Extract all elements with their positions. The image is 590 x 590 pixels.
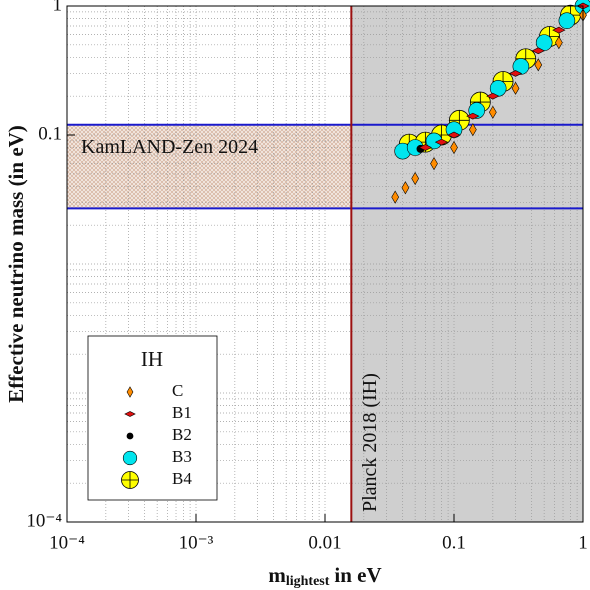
point [486,92,500,100]
legend-marker [121,471,139,489]
point [508,70,523,77]
point [418,144,433,151]
point [450,140,458,155]
point [534,58,543,72]
point [511,81,520,95]
x-axis-label: mlightest in eV [268,563,381,589]
point [447,131,461,139]
point [555,36,563,50]
x-tick-label: 10⁻³ [179,532,214,553]
x-tick-label: 0.1 [442,532,466,553]
point [430,157,438,171]
point [469,123,477,137]
point [558,12,576,29]
point [488,105,497,119]
x-label-main: m [268,563,286,587]
y-tick-label: 1 [53,0,63,15]
band-label: KamLAND-Zen 2024 [81,136,258,158]
legend-label: B3 [172,447,192,466]
point-cross [121,471,139,489]
legend-marker [124,411,136,417]
point [531,47,545,55]
x-tick-label: 0.01 [308,532,341,553]
plot-frame [66,5,584,523]
x-tick-label: 1 [578,532,588,553]
y-tick-label: 10⁻⁴ [26,510,62,531]
point [512,58,530,75]
legend-label: B4 [172,469,192,488]
point [401,181,410,195]
excluded-region [351,6,583,522]
legend-marker [126,432,134,440]
y-axis-label: Effective neutrino mass (in eV) [4,125,28,403]
point [411,171,420,186]
band-label: Planck 2018 (IH) [359,373,381,512]
point [391,190,400,204]
x-tick-label: 10⁻⁴ [49,532,85,553]
legend-marker [122,450,138,466]
legend-label: C [172,381,183,400]
x-label-unit: in eV [334,563,381,587]
legend-marker [126,386,134,398]
point [552,26,566,34]
legend-label: B1 [172,403,192,422]
point [466,112,480,120]
x-label-sub: lightest [286,574,330,589]
y-tick-label: 0.1 [38,123,62,144]
legend-box [87,335,218,501]
legend-label: B2 [172,425,192,444]
legend-title: IH [141,347,163,371]
point [434,138,449,146]
